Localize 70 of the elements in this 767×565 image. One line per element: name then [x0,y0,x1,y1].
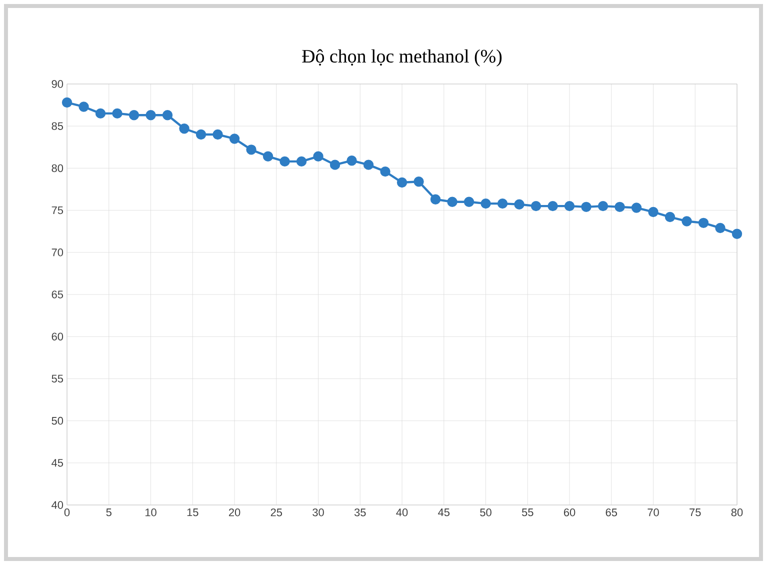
x-tick-label: 40 [396,508,408,516]
point [95,108,106,119]
x-tick-label: 75 [690,508,701,516]
point [196,129,206,140]
point [280,156,290,167]
x-tick-label: 5 [106,508,112,516]
point [631,202,642,213]
y-tick-label: 40 [52,501,64,509]
point [514,199,524,210]
point [363,160,374,170]
x-tick-label: 20 [228,508,240,516]
x-tick-label: 0 [64,508,70,516]
point [146,110,156,120]
x-tick-label: 60 [564,508,576,516]
point [564,200,575,212]
point [313,151,324,162]
x-tick-label: 30 [312,508,324,516]
point [464,196,474,207]
point [648,206,658,218]
point [698,218,709,228]
x-tick-label: 25 [270,508,282,516]
point [447,196,458,207]
x-tick-label: 70 [648,508,659,516]
point [598,200,608,212]
point [179,124,190,134]
point [715,222,726,234]
y-tick-label: 65 [52,290,64,298]
point [229,134,240,144]
x-tick-label: 35 [354,508,366,516]
point [497,198,508,209]
y-tick-label: 70 [52,248,64,256]
chart-title: Độ chọn lọc methanol (%) [302,49,502,66]
point [296,156,307,167]
y-tick-label: 60 [52,332,64,340]
x-tick-label: 10 [145,508,156,516]
point [212,129,223,140]
point [682,216,692,226]
point [548,200,558,212]
x-tick-label: 65 [606,508,618,516]
x-tick-label: 15 [187,508,198,516]
point [78,102,89,112]
x-tick-label: 55 [522,508,534,516]
point [162,110,173,120]
point [128,110,140,120]
y-tick-label: 55 [52,374,64,383]
point [112,108,122,119]
y-tick-label: 75 [52,206,64,214]
point [246,144,256,155]
point [732,228,742,239]
y-tick-label: 80 [52,164,64,172]
point [430,194,441,204]
point [480,198,491,209]
point [262,151,274,162]
point [62,97,72,108]
y-tick-label: 45 [52,459,64,467]
x-tick-label: 45 [438,508,450,516]
y-tick-label: 85 [52,122,64,130]
point [330,160,340,170]
point [414,176,424,187]
point [581,202,592,212]
point [664,212,676,222]
y-tick-label: 90 [52,80,64,88]
point [530,200,542,212]
x-tick-label: 50 [480,508,492,516]
point [346,156,357,166]
point [396,177,408,188]
y-tick-label: 50 [52,416,64,425]
point [380,166,390,177]
x-tick-label: 80 [731,508,743,516]
point [614,202,625,212]
